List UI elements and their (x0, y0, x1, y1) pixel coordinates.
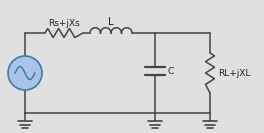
Text: C: C (168, 66, 174, 76)
Circle shape (8, 56, 42, 90)
Text: L: L (108, 17, 114, 27)
Text: RL+jXL: RL+jXL (218, 68, 251, 78)
Text: Rs+jXs: Rs+jXs (48, 18, 80, 28)
